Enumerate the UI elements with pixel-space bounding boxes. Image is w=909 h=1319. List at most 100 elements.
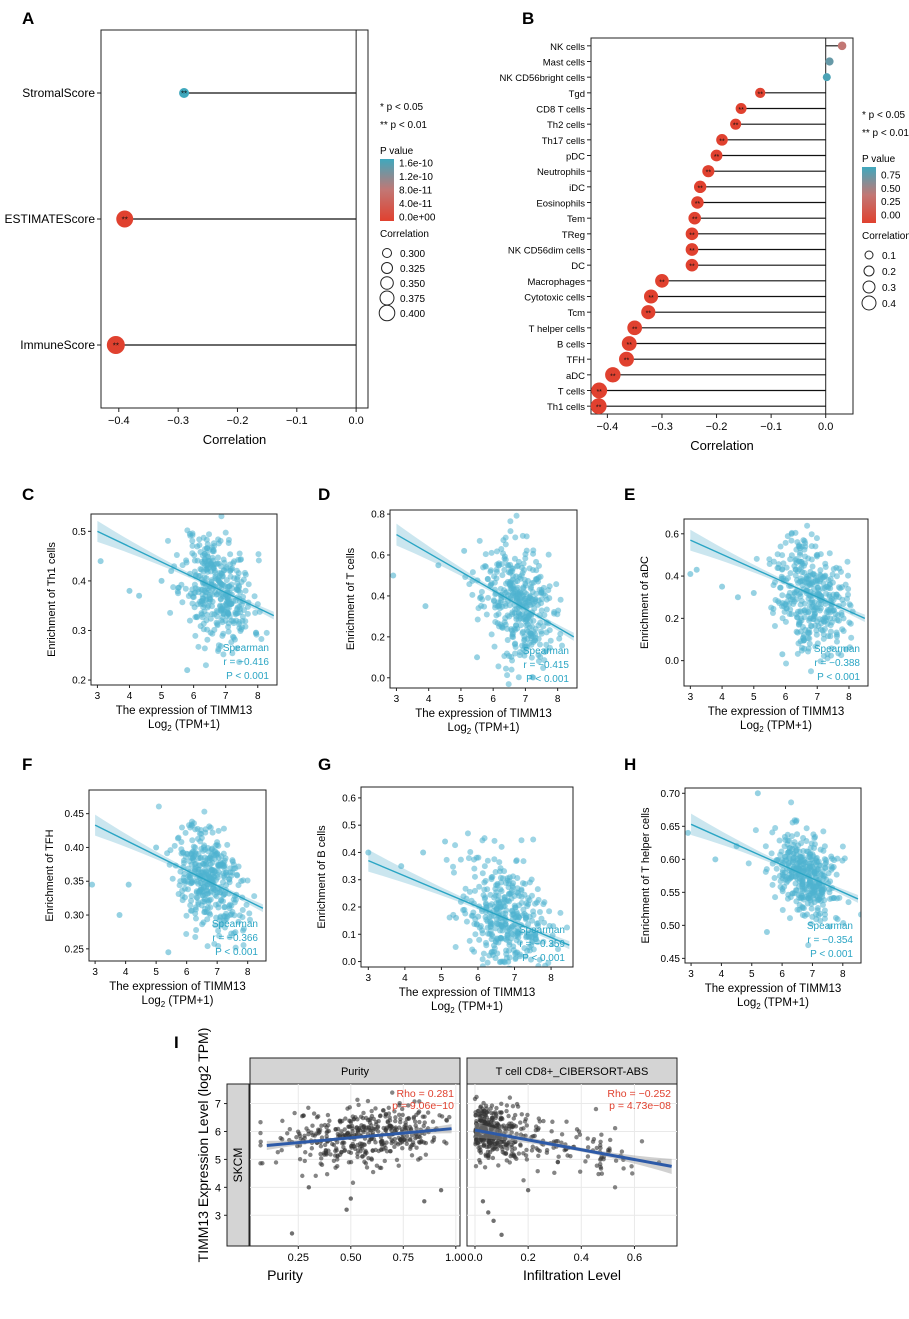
data-point — [541, 611, 548, 618]
data-point — [200, 884, 207, 891]
data-point — [220, 898, 227, 905]
data-point — [182, 585, 189, 592]
data-point — [499, 561, 506, 568]
data-point — [795, 640, 802, 647]
data-point — [480, 1199, 486, 1204]
data-point — [230, 618, 237, 625]
data-point — [485, 594, 492, 601]
data-point — [275, 1149, 281, 1155]
data-point — [225, 628, 232, 635]
data-point — [833, 593, 840, 600]
data-point — [568, 1153, 573, 1159]
data-point — [804, 583, 811, 590]
data-point — [524, 1123, 530, 1128]
data-point — [802, 553, 809, 560]
y-tick-label: 0.25 — [65, 944, 85, 955]
data-point — [386, 1105, 391, 1111]
data-point — [533, 567, 540, 574]
significance-mark: ** — [697, 185, 703, 192]
x-tick-label: 0.25 — [288, 1252, 309, 1264]
x-tick-label: 6 — [779, 969, 785, 980]
data-point — [483, 611, 490, 618]
data-point — [476, 924, 483, 931]
data-point — [474, 1123, 480, 1128]
data-point — [513, 595, 520, 602]
panel-f: 3 4 5 6 7 8 0.25 0.30 0.35 0.40 0.45 Spearman r = −0… — [44, 789, 267, 1009]
data-point — [522, 953, 529, 960]
lollipop-point — [685, 227, 699, 241]
data-point — [515, 674, 522, 681]
data-point — [824, 614, 831, 621]
x-axis-label-2: Log2 (TPM+1) — [142, 995, 214, 1009]
data-point — [287, 1126, 293, 1132]
data-point — [490, 942, 497, 949]
regression-line — [690, 539, 866, 619]
data-point — [244, 877, 251, 884]
x-axis-label: Correlation — [690, 438, 754, 453]
data-point — [788, 537, 795, 544]
category-label: NK cells — [550, 42, 585, 53]
data-point — [192, 572, 199, 579]
data-point — [809, 913, 816, 920]
data-point — [499, 1101, 504, 1106]
data-point — [475, 913, 482, 920]
data-point — [204, 611, 211, 618]
data-point — [598, 1156, 604, 1161]
data-point — [823, 590, 830, 597]
data-point — [804, 629, 811, 636]
data-point — [306, 1185, 311, 1190]
data-point — [766, 560, 773, 567]
y-tick-label: 0.2 — [342, 903, 356, 914]
x-tick-label: 0.0 — [348, 415, 363, 427]
data-point — [530, 674, 537, 681]
data-point — [496, 859, 503, 866]
data-point — [556, 635, 563, 642]
panel-label-f: F — [22, 755, 32, 774]
y-tick-label: 4 — [215, 1182, 221, 1194]
data-point — [687, 570, 694, 577]
data-point — [491, 837, 498, 844]
category-label: ImmuneScore — [20, 338, 95, 352]
data-point — [217, 914, 224, 921]
lollipop-point — [702, 165, 715, 178]
data-point — [473, 1137, 479, 1142]
data-point — [466, 888, 473, 895]
data-point — [799, 911, 806, 918]
stat-p: P < 0.001 — [810, 949, 853, 960]
data-point — [184, 886, 191, 893]
stat-p: P < 0.001 — [215, 947, 258, 958]
data-point — [545, 587, 552, 594]
data-point — [513, 857, 520, 864]
data-point — [788, 552, 795, 559]
data-point — [524, 1147, 529, 1153]
plot-frame — [684, 787, 862, 964]
data-point — [200, 919, 207, 926]
data-point — [355, 1117, 360, 1122]
data-point — [499, 1110, 504, 1115]
x-tick-label: 8 — [245, 967, 251, 978]
data-point — [486, 1210, 491, 1215]
significance-mark: ** — [689, 232, 695, 239]
data-point — [314, 1115, 320, 1120]
data-point — [769, 881, 776, 888]
data-point — [484, 1106, 489, 1111]
data-point — [474, 616, 481, 623]
data-point — [209, 610, 216, 617]
regression-line — [368, 859, 570, 946]
data-point — [529, 917, 536, 924]
data-point — [499, 875, 506, 882]
data-point — [496, 1123, 501, 1128]
data-point — [493, 916, 500, 923]
data-point — [820, 635, 827, 642]
data-point — [536, 1153, 541, 1159]
data-point — [414, 1134, 419, 1140]
data-point — [466, 937, 473, 944]
x-tick-label: 0.0 — [818, 421, 833, 433]
data-point — [790, 855, 797, 862]
data-point — [534, 886, 541, 893]
data-point — [203, 861, 210, 868]
facet-panel — [249, 1083, 461, 1247]
data-point — [594, 1145, 600, 1151]
x-tick-label: 0.0 — [467, 1252, 482, 1264]
